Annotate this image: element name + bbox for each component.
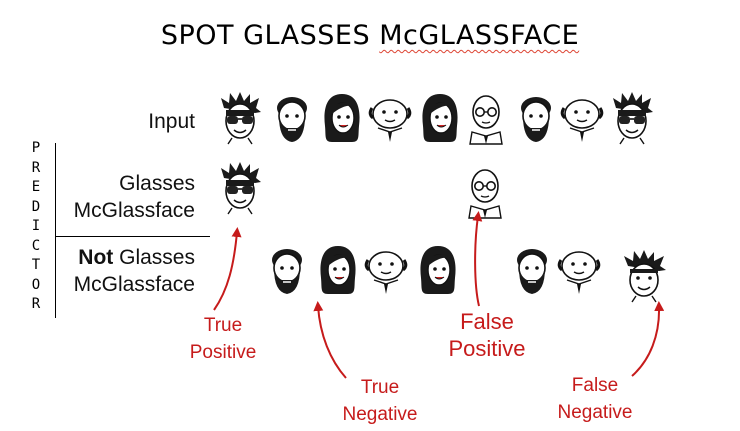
glasses-spiky-hair-face-icon — [612, 91, 654, 145]
input-row-label: Input — [148, 110, 195, 133]
true-positive-annotation: True Positive — [168, 312, 278, 366]
predictor-letter: O — [31, 276, 41, 293]
not-glasses-row-label: Not Glasses McGlassface — [50, 244, 195, 298]
glasses-spiky-hair-face-icon — [220, 161, 262, 215]
long-hair-woman-face-icon — [421, 93, 459, 143]
false-positive-arrow-icon — [472, 211, 483, 307]
glasses-label-line1: Glasses — [119, 172, 195, 195]
not-bold-word: Not — [78, 246, 114, 269]
tp-line2: Positive — [189, 342, 257, 363]
long-hair-woman-face-icon — [319, 245, 357, 295]
true-negative-annotation: True Negative — [325, 374, 435, 428]
not-glasses-label-rest: Glasses — [113, 246, 195, 269]
bald-round-man-face-icon — [560, 98, 604, 144]
bearded-man-face-icon — [271, 248, 303, 295]
predictor-letter: I — [31, 218, 41, 234]
fp-line2: Positive — [448, 336, 526, 361]
predictor-letter: R — [31, 159, 41, 176]
bald-glasses-man-face-icon — [468, 169, 502, 219]
fp-line1: False — [460, 309, 514, 334]
predictor-vertical-line — [55, 143, 56, 318]
false-positive-annotation: False Positive — [432, 308, 542, 362]
predictor-letter: T — [31, 257, 41, 273]
true-negative-arrow-icon — [313, 301, 347, 379]
row-divider-line — [55, 236, 210, 237]
fn-line1: False — [571, 375, 619, 396]
not-glasses-label-line1: Not Glasses — [50, 244, 195, 271]
false-negative-annotation: False Negative — [540, 372, 650, 426]
tp-line1: True — [203, 315, 243, 336]
diagram-title: SPOT GLASSES McGLASSFACE — [0, 20, 740, 51]
predictor-letter: C — [31, 237, 41, 254]
false-negative-arrow-icon — [631, 301, 665, 377]
not-glasses-label-line2: McGlassface — [73, 273, 195, 296]
predictor-letter: E — [31, 179, 41, 195]
bald-round-man-face-icon — [557, 250, 601, 296]
long-hair-woman-face-icon — [419, 245, 457, 295]
bearded-man-face-icon — [516, 248, 548, 295]
title-squiggly-word: McGLASSFACE — [379, 20, 580, 51]
tn-line1: True — [360, 377, 400, 398]
bearded-man-face-icon — [276, 96, 308, 143]
predictor-letter: P — [31, 140, 41, 156]
predictor-letter: R — [31, 296, 41, 312]
bald-glasses-man-face-icon — [469, 95, 503, 145]
fn-line2: Negative — [557, 402, 633, 423]
title-prefix: SPOT GLASSES — [160, 20, 380, 51]
tn-line2: Negative — [342, 404, 418, 425]
glasses-row-label: Glasses McGlassface — [50, 170, 195, 224]
bald-round-man-face-icon — [364, 250, 408, 296]
bald-round-man-face-icon — [368, 98, 412, 144]
bearded-man-face-icon — [520, 96, 552, 143]
true-positive-arrow-icon — [213, 227, 242, 311]
glasses-spiky-hair-face-icon — [220, 91, 262, 145]
spiky-hair-face-icon — [623, 249, 667, 303]
long-hair-woman-face-icon — [323, 93, 361, 143]
glasses-label-line2: McGlassface — [73, 199, 195, 222]
predictor-letter: D — [31, 198, 41, 215]
